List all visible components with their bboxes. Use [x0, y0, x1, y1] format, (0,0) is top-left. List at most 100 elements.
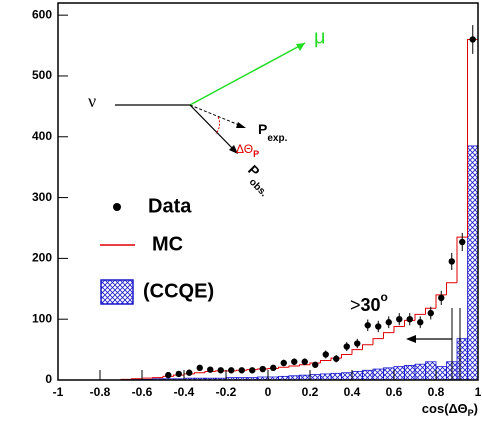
data-point — [322, 351, 329, 358]
mc-step — [383, 332, 394, 339]
x-tick-label: 0.8 — [428, 385, 445, 399]
ccqe-bar — [404, 365, 416, 381]
mc-step — [320, 360, 331, 363]
ccqe-bar — [372, 368, 384, 381]
legend-label: MC — [152, 233, 183, 255]
pobs-sub: obs. — [247, 176, 269, 198]
legend-label: (CCQE) — [143, 280, 214, 302]
x-tick-label: -0.4 — [174, 385, 195, 399]
pobs-label: Pobs. — [240, 161, 278, 199]
x-tick-label: 0.4 — [344, 385, 361, 399]
legend-label: Data — [148, 195, 192, 217]
mc-step — [446, 282, 457, 295]
mc-step — [393, 325, 405, 333]
x-tick-label: 0.6 — [386, 385, 403, 399]
data-point — [448, 258, 455, 265]
x-axis-label-sub: P — [468, 408, 474, 418]
mc-step — [194, 372, 205, 374]
data-point — [417, 319, 424, 326]
ccqe-bar — [467, 145, 479, 381]
pexp-sub: exp. — [267, 133, 287, 144]
data-point — [291, 358, 298, 365]
data-point — [375, 323, 382, 330]
mc-step — [351, 349, 363, 355]
x-tick-label: 1 — [475, 385, 482, 399]
data-point — [165, 371, 172, 379]
ccqe-bar — [351, 371, 363, 381]
ccqe-bar — [309, 374, 321, 381]
data-point — [364, 322, 371, 329]
data-point — [333, 355, 340, 362]
data-point — [270, 364, 277, 372]
data-point — [249, 367, 256, 374]
ccqe-bar — [362, 369, 374, 381]
x-tick-label: 0 — [265, 385, 272, 399]
data-point — [207, 366, 214, 373]
nu-label: ν — [88, 91, 96, 111]
mc-step — [362, 344, 373, 350]
y-tick-label: 400 — [32, 129, 52, 143]
data-point — [406, 315, 413, 323]
data-point — [354, 340, 361, 347]
mu-label: μ — [314, 26, 326, 48]
mc-step — [131, 378, 142, 380]
data-point — [469, 36, 476, 43]
data-point — [175, 370, 182, 378]
y-tick-label: 0 — [45, 372, 52, 386]
x-axis-label-main: cos(ΔΘ — [422, 401, 468, 416]
legend-marker — [100, 279, 134, 305]
y-tick-label: 300 — [32, 190, 52, 204]
mc-step — [435, 294, 447, 309]
data-point — [396, 315, 403, 323]
pobs-arrow — [229, 145, 238, 154]
x-tick-label: -1 — [53, 385, 64, 399]
data-point — [259, 365, 266, 373]
pexp-p: P — [258, 121, 267, 137]
ccqe-bar — [435, 366, 447, 381]
data-point — [343, 343, 350, 350]
threshold-arrowhead — [406, 335, 416, 343]
x-tick-label: -0.2 — [216, 385, 237, 399]
y-tick-label: 600 — [32, 7, 52, 21]
y-tick-label: 200 — [32, 251, 52, 265]
ccqe-bar — [456, 338, 468, 381]
ccqe-bar — [393, 366, 405, 381]
threshold-gt: > — [350, 295, 361, 315]
mc-step — [425, 307, 436, 315]
data-point — [280, 359, 287, 367]
ccqe-bar — [414, 363, 426, 381]
mc-step — [152, 377, 163, 379]
mc-step — [456, 236, 468, 283]
data-point — [427, 309, 434, 317]
mc-step — [141, 377, 153, 379]
x-axis-label-end: ) — [474, 401, 478, 416]
ccqe-bar — [341, 372, 353, 381]
mc-step — [278, 366, 289, 369]
mc-step — [341, 353, 352, 359]
y-tick-label: 100 — [32, 311, 52, 325]
pexp-arrow — [236, 122, 246, 128]
pobs-line — [189, 104, 237, 153]
data-point — [186, 369, 193, 376]
x-tick-label: -0.8 — [90, 385, 111, 399]
pexp-line — [189, 104, 245, 128]
ccqe-bar — [320, 373, 332, 381]
mu-arrow — [296, 43, 305, 51]
data-point — [312, 361, 319, 368]
ccqe-bar — [330, 372, 342, 381]
data-point — [217, 367, 224, 374]
mc-step — [414, 313, 426, 321]
data-point — [301, 358, 308, 365]
y-tick-label: 500 — [32, 68, 52, 82]
angle-arc — [215, 116, 221, 135]
data-point — [196, 364, 203, 372]
mu-line — [189, 42, 306, 106]
legend-marker — [113, 203, 121, 211]
data-point — [459, 238, 466, 246]
data-point — [238, 367, 245, 374]
ccqe-bar — [383, 367, 395, 381]
pexp-label: Pexp. — [258, 121, 288, 144]
mc-step — [299, 364, 310, 367]
data-point — [385, 319, 392, 326]
